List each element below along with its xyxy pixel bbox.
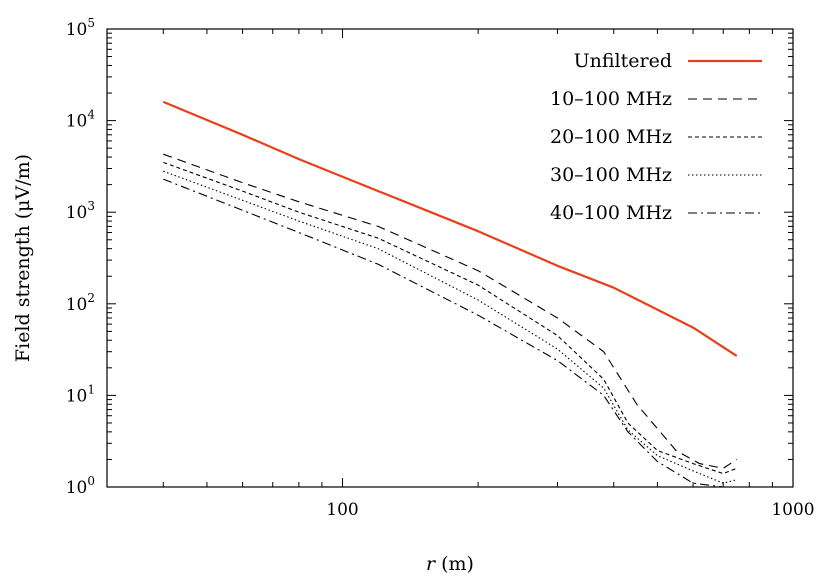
x-tick-label: 1000 bbox=[771, 500, 814, 520]
x-tick-label: 100 bbox=[326, 500, 358, 520]
legend-label-0: Unfiltered bbox=[574, 50, 672, 72]
tick-labels: 100 1000 100 101 102 103 104 105 bbox=[66, 16, 815, 520]
legend-label-3: 30–100 MHz bbox=[550, 164, 672, 186]
y-tick-label: 100 bbox=[66, 474, 95, 498]
y-tick-label: 105 bbox=[66, 16, 95, 40]
legend-label-1: 10–100 MHz bbox=[550, 88, 672, 110]
y-axis-title: Field strength (μV/m) bbox=[12, 154, 34, 362]
y-tick-label: 102 bbox=[66, 291, 95, 315]
y-tick-label: 103 bbox=[66, 199, 95, 223]
series-line-4 bbox=[163, 178, 737, 488]
series-line-3 bbox=[163, 170, 737, 484]
x-axis-title-unit: (m) bbox=[441, 553, 474, 575]
plot-frame bbox=[106, 28, 794, 488]
x-axis-title: r (m) bbox=[426, 553, 474, 575]
y-tick-label: 101 bbox=[66, 382, 95, 406]
series-line-1 bbox=[163, 153, 738, 469]
legend: Unfiltered 10–100 MHz 20–100 MHz 30–100 MHz… bbox=[550, 50, 762, 224]
x-axis-title-var: r bbox=[426, 553, 437, 575]
legend-label-4: 40–100 MHz bbox=[550, 202, 672, 224]
y-tick-label: 104 bbox=[66, 108, 96, 132]
series-line-2 bbox=[163, 161, 737, 475]
legend-label-2: 20–100 MHz bbox=[550, 126, 672, 148]
series-line-0 bbox=[162, 100, 738, 357]
series-lines bbox=[162, 100, 738, 488]
